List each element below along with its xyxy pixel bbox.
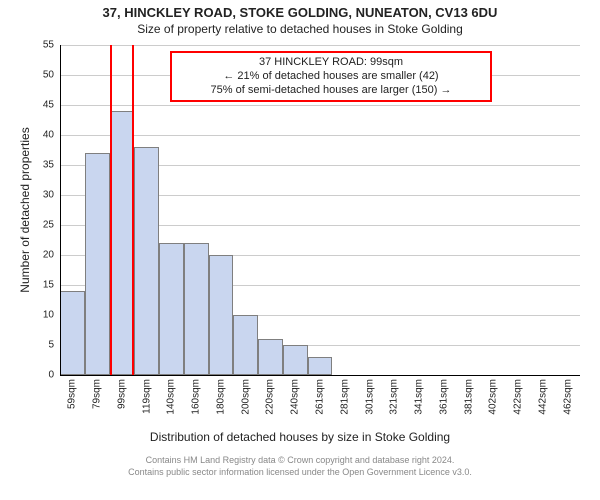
annotation-line: ← 21% of detached houses are smaller (42… bbox=[178, 70, 484, 84]
bar bbox=[159, 243, 184, 375]
x-tick-label: 240sqm bbox=[290, 379, 301, 415]
bar bbox=[184, 243, 209, 375]
x-tick-label: 140sqm bbox=[166, 379, 177, 415]
x-tick-label: 301sqm bbox=[364, 379, 375, 415]
bar bbox=[308, 357, 333, 375]
bar bbox=[110, 111, 135, 375]
x-tick-label: 281sqm bbox=[339, 379, 350, 415]
footer-line-1: Contains HM Land Registry data © Crown c… bbox=[0, 455, 600, 465]
x-tick-label: 59sqm bbox=[67, 379, 78, 409]
y-gridline bbox=[60, 135, 580, 136]
page-title: 37, HINCKLEY ROAD, STOKE GOLDING, NUNEAT… bbox=[0, 5, 600, 20]
x-tick-label: 442sqm bbox=[537, 379, 548, 415]
y-axis-line bbox=[60, 45, 61, 375]
bar bbox=[85, 153, 110, 375]
bar bbox=[209, 255, 234, 375]
annotation-line: 37 HINCKLEY ROAD: 99sqm bbox=[178, 56, 484, 70]
bar bbox=[233, 315, 258, 375]
footer-line-2: Contains public sector information licen… bbox=[0, 467, 600, 477]
x-tick-label: 321sqm bbox=[389, 379, 400, 415]
x-tick-label: 200sqm bbox=[240, 379, 251, 415]
y-tick-label: 10 bbox=[43, 310, 54, 321]
x-tick-label: 341sqm bbox=[414, 379, 425, 415]
x-tick-label: 220sqm bbox=[265, 379, 276, 415]
x-axis-line bbox=[60, 375, 580, 376]
y-gridline bbox=[60, 45, 580, 46]
bar bbox=[134, 147, 159, 375]
bar bbox=[60, 291, 85, 375]
y-tick-label: 15 bbox=[43, 280, 54, 291]
bar bbox=[283, 345, 308, 375]
x-tick-label: 402sqm bbox=[488, 379, 499, 415]
y-tick-label: 55 bbox=[43, 40, 54, 51]
bar bbox=[258, 339, 283, 375]
y-tick-label: 5 bbox=[48, 340, 54, 351]
x-tick-label: 462sqm bbox=[562, 379, 573, 415]
x-tick-label: 422sqm bbox=[513, 379, 524, 415]
chart-plot-area: 051015202530354045505559sqm79sqm99sqm119… bbox=[60, 45, 580, 375]
x-tick-label: 79sqm bbox=[92, 379, 103, 409]
x-tick-label: 261sqm bbox=[315, 379, 326, 415]
x-axis-label: Distribution of detached houses by size … bbox=[0, 430, 600, 444]
y-tick-label: 45 bbox=[43, 100, 54, 111]
y-tick-label: 50 bbox=[43, 70, 54, 81]
x-tick-label: 119sqm bbox=[141, 379, 152, 414]
y-gridline bbox=[60, 105, 580, 106]
x-tick-label: 160sqm bbox=[191, 379, 202, 415]
x-tick-label: 361sqm bbox=[438, 379, 449, 415]
annotation-box: 37 HINCKLEY ROAD: 99sqm← 21% of detached… bbox=[170, 51, 492, 102]
y-tick-label: 35 bbox=[43, 160, 54, 171]
y-tick-label: 30 bbox=[43, 190, 54, 201]
page-subtitle: Size of property relative to detached ho… bbox=[0, 22, 600, 36]
x-tick-label: 99sqm bbox=[116, 379, 127, 409]
x-tick-label: 180sqm bbox=[215, 379, 226, 415]
annotation-line: 75% of semi-detached houses are larger (… bbox=[178, 84, 484, 98]
y-tick-label: 40 bbox=[43, 130, 54, 141]
x-tick-label: 381sqm bbox=[463, 379, 474, 415]
y-axis-label: Number of detached properties bbox=[18, 45, 32, 375]
y-tick-label: 25 bbox=[43, 220, 54, 231]
y-tick-label: 20 bbox=[43, 250, 54, 261]
y-tick-label: 0 bbox=[48, 370, 54, 381]
